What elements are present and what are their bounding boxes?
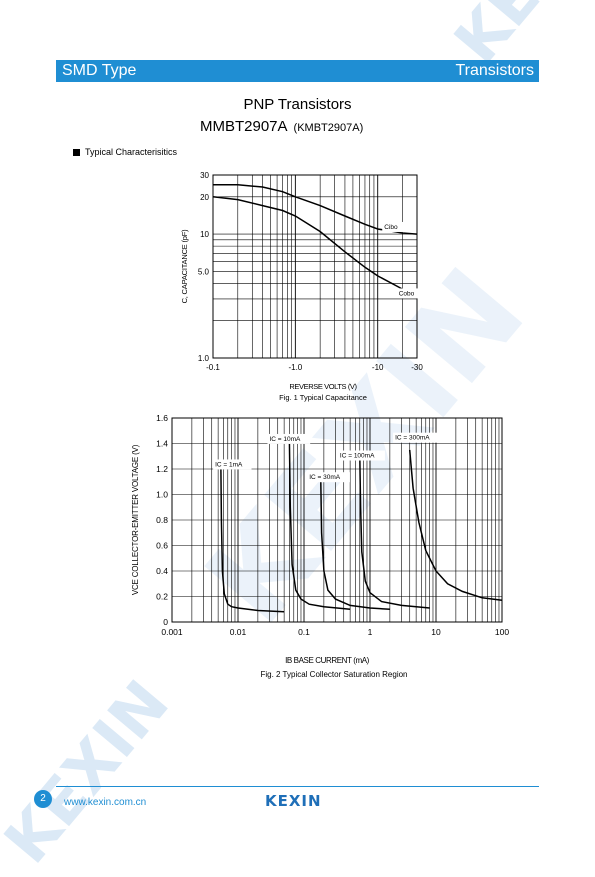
part-number-main: MMBT2907A: [200, 118, 288, 135]
square-bullet-icon: [73, 149, 80, 156]
y-tick-label: 10: [200, 230, 209, 239]
series-label-bg: [337, 450, 385, 461]
brand-logo: KEXIN: [265, 792, 322, 810]
part-number-alt: (KMBT2907A): [293, 122, 364, 134]
series-label-bg: [267, 433, 311, 444]
section-label: Typical Characterisitics: [85, 147, 178, 157]
x-tick-label: -10: [372, 363, 384, 372]
header-type: SMD Type: [62, 62, 137, 79]
y-axis-label: C, CAPACITANCE (pF): [180, 229, 189, 304]
y-axis-label: VCE COLLECTOR-EMITTER VOLTAGE (V): [131, 444, 140, 595]
part-number: MMBT2907A (KMBT2907A): [200, 118, 363, 135]
curve-series-2: [288, 440, 351, 611]
series-label-bg: [396, 288, 418, 299]
y-tick-label: 0.6: [156, 541, 168, 551]
section-heading: Typical Characterisitics: [73, 147, 177, 157]
footer-url[interactable]: www.kexin.com.cn: [64, 797, 147, 808]
series-label-bg: [382, 221, 404, 232]
y-tick-label: 0.4: [156, 566, 168, 576]
x-axis-label: REVERSE VOLTS (V): [289, 382, 357, 391]
series-label: IC = 300mA: [395, 435, 430, 442]
x-tick-label: -0.1: [206, 363, 220, 372]
plot-frame: [212, 174, 418, 359]
x-tick-label: 0.1: [298, 627, 310, 637]
y-tick-label: 1.4: [156, 439, 168, 449]
series-label: IC = 10mA: [269, 436, 301, 443]
capacitance-chart: -0.1 -1.0 -10 -30 1.0 5.0 10 20 30 REVERSE VOLTS …: [180, 171, 423, 402]
y-tick-label: 0: [163, 617, 168, 627]
page-title: PNP Transistors: [243, 96, 352, 113]
series-label-bg: [307, 472, 350, 483]
curve-series-3: [320, 481, 390, 611]
series-label: IC = 30mA: [309, 474, 341, 481]
page-number: 2: [34, 790, 52, 808]
header-category: Transistors: [455, 62, 534, 79]
footer-divider: [56, 786, 539, 787]
series-label: Cobo: [399, 290, 415, 297]
figure-caption: Fig. 1 Typical Capacitance: [279, 393, 367, 402]
series-label: IC = 1mA: [215, 461, 243, 468]
y-tick-label: 20: [200, 193, 209, 202]
x-tick-label: 10: [431, 627, 441, 637]
x-tick-label: -1.0: [288, 363, 302, 372]
series-label-bg: [393, 432, 441, 443]
curve-series-4: [359, 456, 430, 609]
series-label: Cibo: [384, 224, 398, 231]
x-tick-label: -30: [411, 363, 423, 372]
x-tick-label: 1: [368, 627, 373, 637]
x-tick-label: 0.01: [230, 627, 247, 637]
x-axis-label: IB BASE CURRENT (mA): [285, 656, 370, 665]
curve-series-2: [212, 196, 418, 295]
header-bar: SMD Type Transistors: [56, 60, 539, 82]
plot-frame: [171, 417, 503, 623]
y-tick-label: 0.2: [156, 592, 168, 602]
x-tick-label: 100: [495, 627, 509, 637]
y-tick-label: 1.6: [156, 413, 168, 423]
curve-series-5: [408, 449, 503, 602]
x-tick-label: 0.001: [161, 627, 183, 637]
y-tick-label: 1.0: [156, 490, 168, 500]
y-tick-label: 1.2: [156, 464, 168, 474]
y-tick-label: 1.0: [198, 354, 210, 363]
y-tick-label: 0.8: [156, 515, 168, 525]
series-label: IC = 100mA: [340, 453, 375, 460]
saturation-chart: 0.001 0.01 0.1 1 10 100 0 0.2 0.4 0.6 0.8 1.0 1.2 1.4…: [131, 413, 509, 679]
y-tick-label: 5.0: [198, 267, 210, 276]
series-label-bg: [213, 459, 252, 470]
figure-caption: Fig. 2 Typical Collector Saturation Regi…: [260, 670, 407, 679]
y-tick-label: 30: [200, 171, 209, 180]
watermark-bottom-left: KEXIN: [0, 666, 183, 877]
curve-series-1: [220, 468, 285, 613]
